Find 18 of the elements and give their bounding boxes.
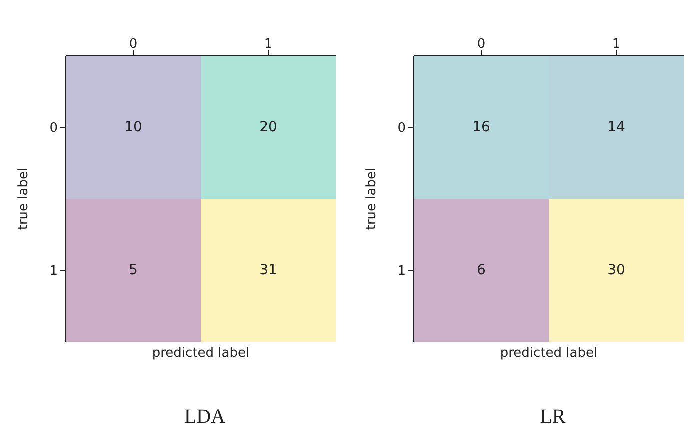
data-label: 14 — [608, 120, 626, 136]
text: LDA — [183, 406, 227, 429]
data-label: 30 — [608, 262, 626, 278]
data-label: 20 — [260, 120, 278, 136]
data-label: 5 — [129, 262, 138, 278]
data-label: 10 — [124, 120, 142, 136]
x-tick-label: 0 — [129, 37, 138, 52]
x-tick-label: 0 — [477, 37, 486, 52]
y-axis-title: true label — [364, 168, 380, 230]
x-tick-label: 1 — [264, 37, 273, 52]
x-axis-title: predicted label — [152, 346, 250, 361]
y-axis-title: true label — [16, 168, 32, 230]
x-axis-title: predicted label — [500, 346, 598, 361]
data-label: 6 — [477, 262, 486, 278]
data-label: 31 — [260, 262, 278, 278]
text: LR — [539, 406, 567, 429]
x-tick-label: 1 — [612, 37, 621, 52]
data-label: 16 — [472, 120, 490, 136]
